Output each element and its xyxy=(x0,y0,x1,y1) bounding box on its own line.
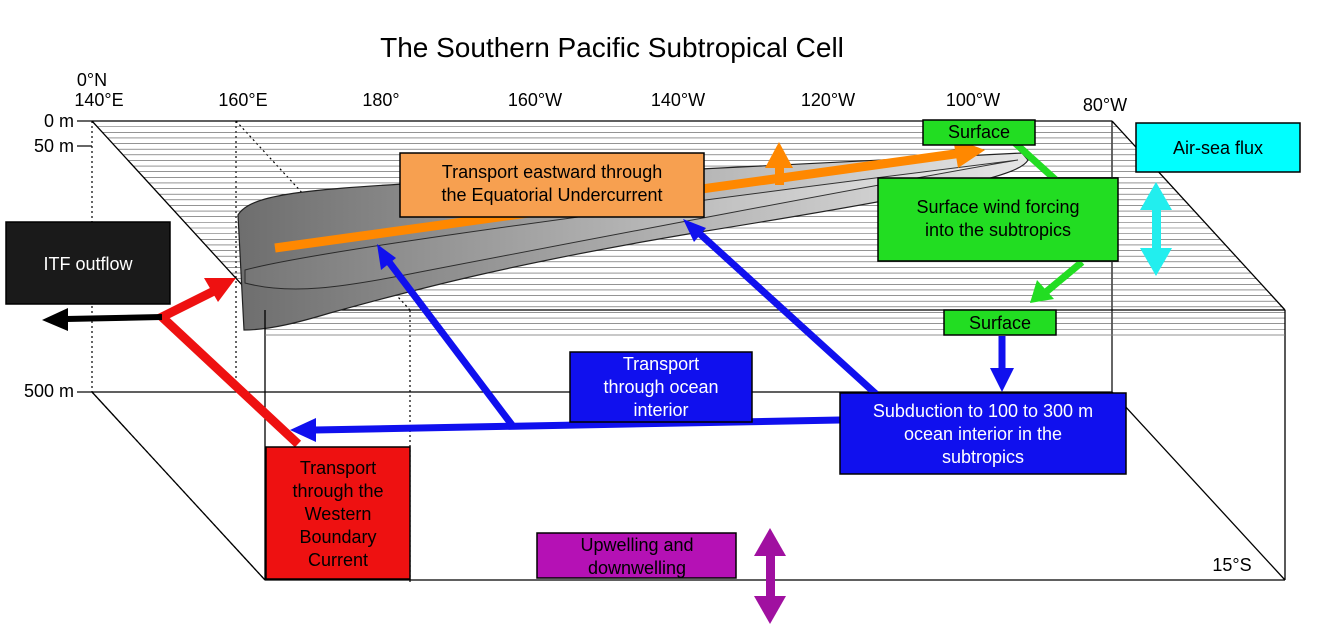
box-label-line: Boundary xyxy=(299,527,376,547)
box-label-line: through ocean xyxy=(603,377,718,397)
wbc-box: Transport through the Western Boundary Curre… xyxy=(265,446,411,580)
box-label-line: Transport eastward through xyxy=(442,162,662,182)
wind-forcing-label: Surface wind forcing into the subtropics xyxy=(916,197,1079,240)
box-label-line: subtropics xyxy=(942,447,1024,467)
box-label-line: ocean interior in the xyxy=(904,424,1062,444)
itf-outflow-label: ITF outflow xyxy=(43,254,133,274)
air-sea-flux-label: Air-sea flux xyxy=(1173,138,1263,158)
box-label-line: downwelling xyxy=(588,558,686,578)
wbc-label: Transport through the Western Boundary Curre… xyxy=(292,458,383,570)
surface-top-box: Surface xyxy=(922,119,1036,146)
air-sea-flux-box: Air-sea flux xyxy=(1135,122,1301,173)
box-label-line: through the xyxy=(292,481,383,501)
wind-forcing-arrows xyxy=(1012,140,1085,303)
longitude-tick-140w: 140°W xyxy=(651,90,705,110)
euc-transport-label: Transport eastward through the Equatorial… xyxy=(441,162,662,205)
air-sea-flux-arrow xyxy=(1140,182,1172,276)
box-label-line: interior xyxy=(633,400,688,420)
depth-tick-50m: 50 m xyxy=(34,136,74,156)
subduction-box: Subduction to 100 to 300 m ocean interior… xyxy=(839,392,1127,475)
box-label-line: Air-sea flux xyxy=(1173,138,1263,158)
box-label-line: Western xyxy=(305,504,372,524)
longitude-axis: 0°N 140°E 160°E 180° 160°W 140°W 120°W 1… xyxy=(74,70,1127,115)
longitude-tick-180: 180° xyxy=(362,90,399,110)
longitude-tick-120w: 120°W xyxy=(801,90,855,110)
depth-tick-500m: 500 m xyxy=(24,381,74,401)
longitude-tick-160e: 160°E xyxy=(218,90,267,110)
ocean-interior-box: Transport through ocean interior xyxy=(569,351,753,423)
interior-arrowheads xyxy=(290,219,1014,442)
longitude-tick-100w: 100°W xyxy=(946,90,1000,110)
longitude-tick-80w: 80°W xyxy=(1083,95,1127,115)
box-label-line: into the subtropics xyxy=(925,220,1071,240)
diagram-title: The Southern Pacific Subtropical Cell xyxy=(380,32,844,63)
box-label-line: ITF outflow xyxy=(43,254,133,274)
surface-bottom-label: Surface xyxy=(969,313,1031,333)
ocean-interior-label: Transport through ocean interior xyxy=(603,354,718,420)
upwelling-arrow xyxy=(754,528,786,624)
euc-transport-box: Transport eastward through the Equatorial… xyxy=(399,152,705,218)
upwelling-box: Upwelling and downwelling xyxy=(536,532,737,579)
box-label-line: Surface xyxy=(969,313,1031,333)
box-label-line: Transport xyxy=(623,354,699,374)
latitude-label-top: 0°N xyxy=(77,70,107,90)
wind-forcing-box: Surface wind forcing into the subtropics xyxy=(877,177,1119,262)
box-label-line: Current xyxy=(308,550,368,570)
box-label-line: Subduction to 100 to 300 m xyxy=(873,401,1093,421)
itf-outflow-arrow xyxy=(42,308,163,331)
longitude-tick-140e: 140°E xyxy=(74,90,123,110)
surface-top-label: Surface xyxy=(948,122,1010,142)
subduction-label: Subduction to 100 to 300 m ocean interior… xyxy=(873,401,1093,467)
box-label-line: Surface xyxy=(948,122,1010,142)
latitude-label-bottom: 15°S xyxy=(1212,555,1251,575)
euc-upward-arrow xyxy=(765,142,793,185)
upwelling-label: Upwelling and downwelling xyxy=(580,535,693,578)
box-label-line: Transport xyxy=(300,458,376,478)
surface-bottom-box: Surface xyxy=(943,309,1057,336)
box-label-line: Upwelling and xyxy=(580,535,693,555)
depth-axis: 0 m 50 m 500 m xyxy=(24,111,92,401)
box-label-line: the Equatorial Undercurrent xyxy=(441,185,662,205)
depth-tick-0m: 0 m xyxy=(44,111,74,131)
box-label-line: Surface wind forcing xyxy=(916,197,1079,217)
longitude-tick-160w: 160°W xyxy=(508,90,562,110)
itf-outflow-box: ITF outflow xyxy=(5,221,171,305)
